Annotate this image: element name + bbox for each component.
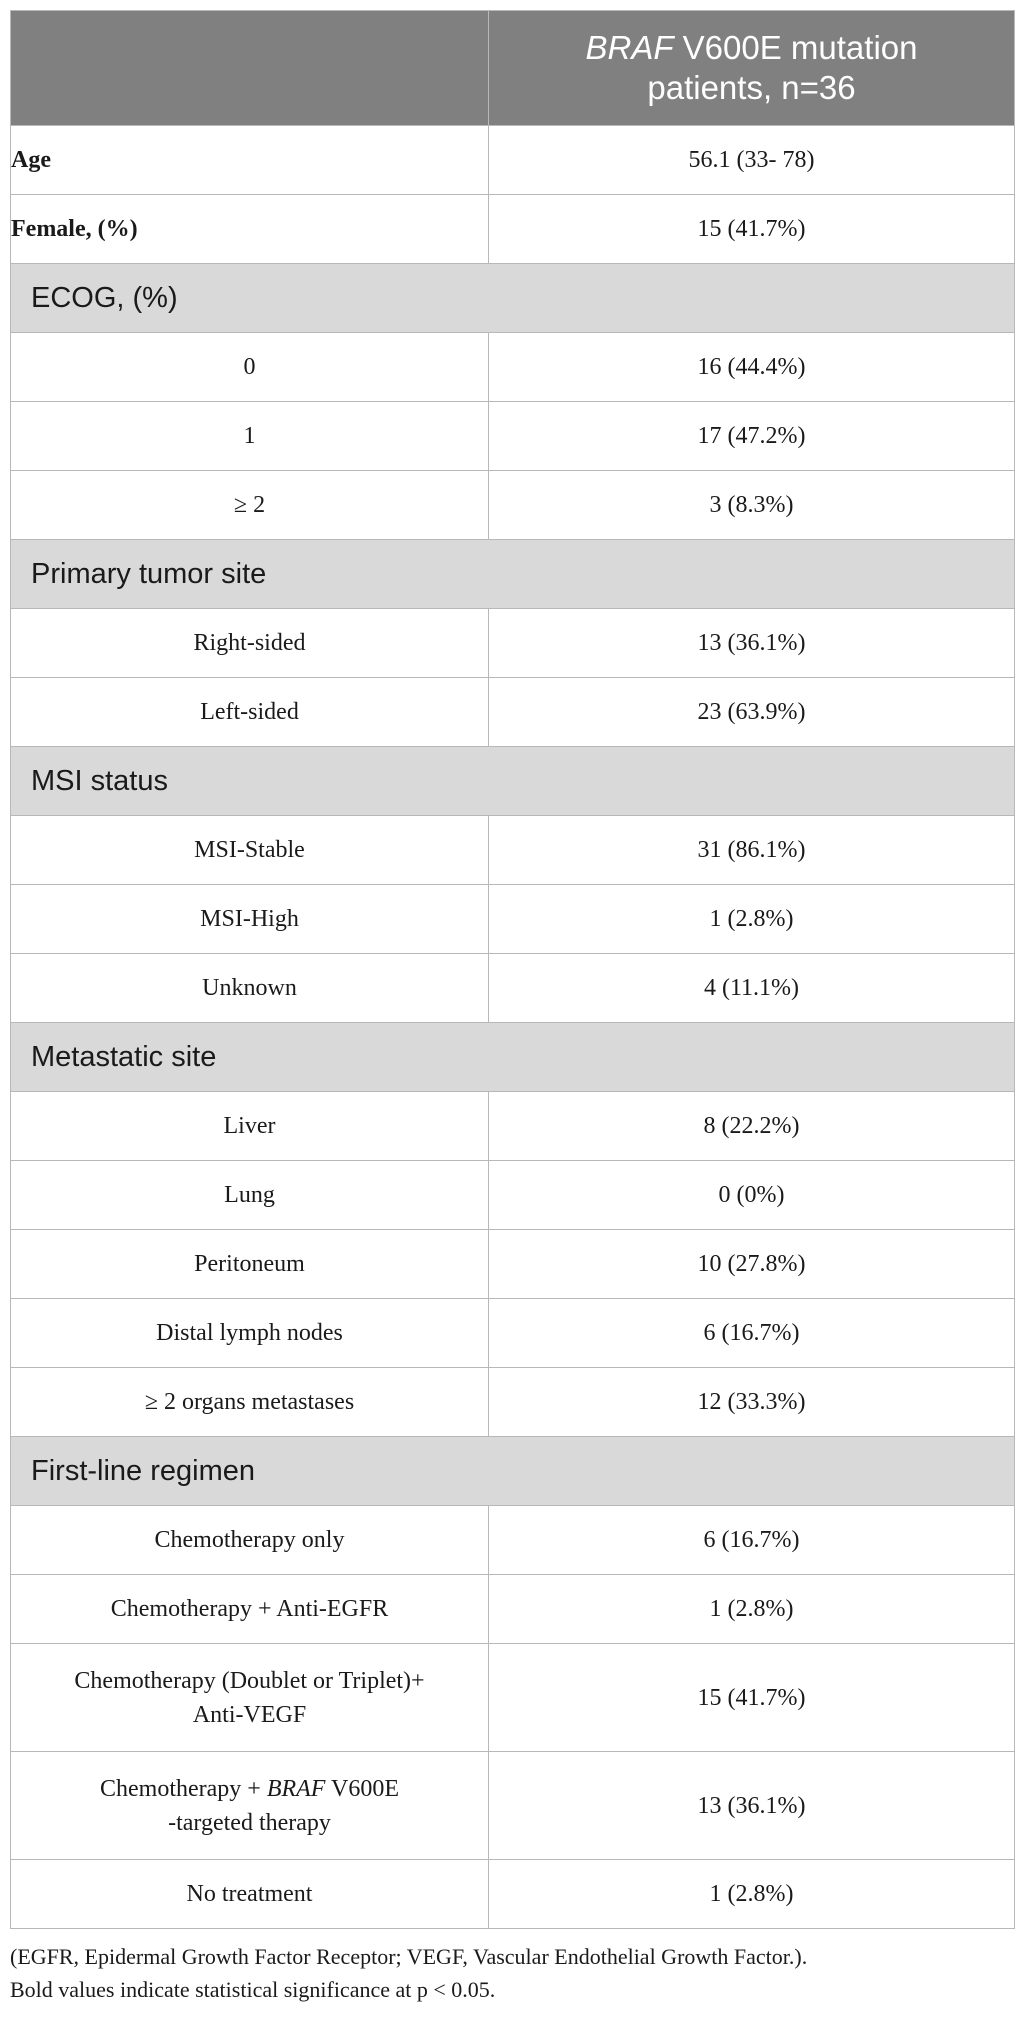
row-value: 1 (2.8%) [488, 1574, 1015, 1644]
header-line1-rest: V600E mutation [673, 29, 918, 66]
table-row-age: Age 56.1 (33- 78) [10, 125, 1015, 195]
row-label: Chemotherapy (Doublet or Triplet)+ Anti-… [10, 1643, 489, 1752]
row-value: 16 (44.4%) [488, 332, 1015, 402]
row-label: Chemotherapy + Anti-EGFR [10, 1574, 489, 1644]
row-label-line2: -targeted therapy [168, 1809, 331, 1836]
row-value: 17 (47.2%) [488, 401, 1015, 471]
section-header-msi-status: MSI status [10, 746, 1015, 816]
row-label-line1-italic: BRAF [266, 1775, 326, 1802]
row-label-age: Age [10, 125, 489, 195]
header-line2: patients, n=36 [647, 69, 856, 106]
row-label: Left-sided [10, 677, 489, 747]
header-empty-cell [10, 10, 489, 126]
table-row: Lung 0 (0%) [10, 1160, 1015, 1230]
row-label-line2: Anti-VEGF [192, 1701, 307, 1728]
section-title: Metastatic site [10, 1022, 1015, 1092]
table-row: 0 16 (44.4%) [10, 332, 1015, 402]
table-row: MSI-Stable 31 (86.1%) [10, 815, 1015, 885]
section-header-ecog: ECOG, (%) [10, 263, 1015, 333]
table-row: Right-sided 13 (36.1%) [10, 608, 1015, 678]
row-value: 1 (2.8%) [488, 884, 1015, 954]
table-row: ≥ 2 3 (8.3%) [10, 470, 1015, 540]
row-label: MSI-Stable [10, 815, 489, 885]
table-row: Unknown 4 (11.1%) [10, 953, 1015, 1023]
table-footnote: (EGFR, Epidermal Growth Factor Receptor;… [10, 1940, 1014, 2006]
footnote-line2: Bold values indicate statistical signifi… [10, 1977, 496, 2002]
row-label: 0 [10, 332, 489, 402]
table-row: Chemotherapy (Doublet or Triplet)+ Anti-… [10, 1643, 1015, 1752]
row-label: Liver [10, 1091, 489, 1161]
row-value: 3 (8.3%) [488, 470, 1015, 540]
header-italic-gene: BRAF [585, 29, 674, 66]
row-value: 12 (33.3%) [488, 1367, 1015, 1437]
section-header-primary-tumor-site: Primary tumor site [10, 539, 1015, 609]
row-label: Peritoneum [10, 1229, 489, 1299]
table-row: Chemotherapy + Anti-EGFR 1 (2.8%) [10, 1574, 1015, 1644]
row-label-line1-post: V600E [325, 1775, 400, 1802]
row-value: 10 (27.8%) [488, 1229, 1015, 1299]
table-row: Distal lymph nodes 6 (16.7%) [10, 1298, 1015, 1368]
row-value: 31 (86.1%) [488, 815, 1015, 885]
row-label: ≥ 2 organs metastases [10, 1367, 489, 1437]
row-value: 6 (16.7%) [488, 1298, 1015, 1368]
table-row: ≥ 2 organs metastases 12 (33.3%) [10, 1367, 1015, 1437]
row-label: Unknown [10, 953, 489, 1023]
table-row: Peritoneum 10 (27.8%) [10, 1229, 1015, 1299]
section-header-first-line-regimen: First-line regimen [10, 1436, 1015, 1506]
row-value: 23 (63.9%) [488, 677, 1015, 747]
row-label: Lung [10, 1160, 489, 1230]
table-row: Chemotherapy + BRAF V600E -targeted ther… [10, 1751, 1015, 1860]
row-value: 13 (36.1%) [488, 608, 1015, 678]
row-label-line1: Chemotherapy (Doublet or Triplet)+ [74, 1667, 425, 1694]
row-value: 4 (11.1%) [488, 953, 1015, 1023]
row-label-female: Female, (%) [10, 194, 489, 264]
row-label: Right-sided [10, 608, 489, 678]
table-row: Chemotherapy only 6 (16.7%) [10, 1505, 1015, 1575]
row-label: No treatment [10, 1859, 489, 1929]
row-label-line1-pre: Chemotherapy + [99, 1775, 267, 1802]
patient-characteristics-table: BRAF V600E mutation patients, n=36 Age 5… [10, 10, 1015, 1929]
row-label: ≥ 2 [10, 470, 489, 540]
section-title: MSI status [10, 746, 1015, 816]
section-header-metastatic-site: Metastatic site [10, 1022, 1015, 1092]
section-title: Primary tumor site [10, 539, 1015, 609]
row-label-line1: Chemotherapy + BRAF V600E [11, 1772, 488, 1806]
row-label: Distal lymph nodes [10, 1298, 489, 1368]
row-value: 0 (0%) [488, 1160, 1015, 1230]
row-value: 6 (16.7%) [488, 1505, 1015, 1575]
table-row: Liver 8 (22.2%) [10, 1091, 1015, 1161]
section-title: ECOG, (%) [10, 263, 1015, 333]
row-label: Chemotherapy only [10, 1505, 489, 1575]
row-value-age: 56.1 (33- 78) [488, 125, 1015, 195]
footnote-line1: (EGFR, Epidermal Growth Factor Receptor;… [10, 1944, 808, 1969]
table-row: Left-sided 23 (63.9%) [10, 677, 1015, 747]
row-value: 1 (2.8%) [488, 1859, 1015, 1929]
row-label: 1 [10, 401, 489, 471]
row-value: 13 (36.1%) [488, 1751, 1015, 1860]
row-label: MSI-High [10, 884, 489, 954]
table-row-female: Female, (%) 15 (41.7%) [10, 194, 1015, 264]
table-row: MSI-High 1 (2.8%) [10, 884, 1015, 954]
row-value-female: 15 (41.7%) [488, 194, 1015, 264]
table-row: 1 17 (47.2%) [10, 401, 1015, 471]
row-value: 8 (22.2%) [488, 1091, 1015, 1161]
section-title: First-line regimen [10, 1436, 1015, 1506]
column-header: BRAF V600E mutation patients, n=36 [488, 10, 1015, 126]
row-value: 15 (41.7%) [488, 1643, 1015, 1752]
table-header-row: BRAF V600E mutation patients, n=36 [10, 10, 1015, 126]
row-label: Chemotherapy + BRAF V600E -targeted ther… [10, 1751, 489, 1860]
table-row: No treatment 1 (2.8%) [10, 1859, 1015, 1929]
